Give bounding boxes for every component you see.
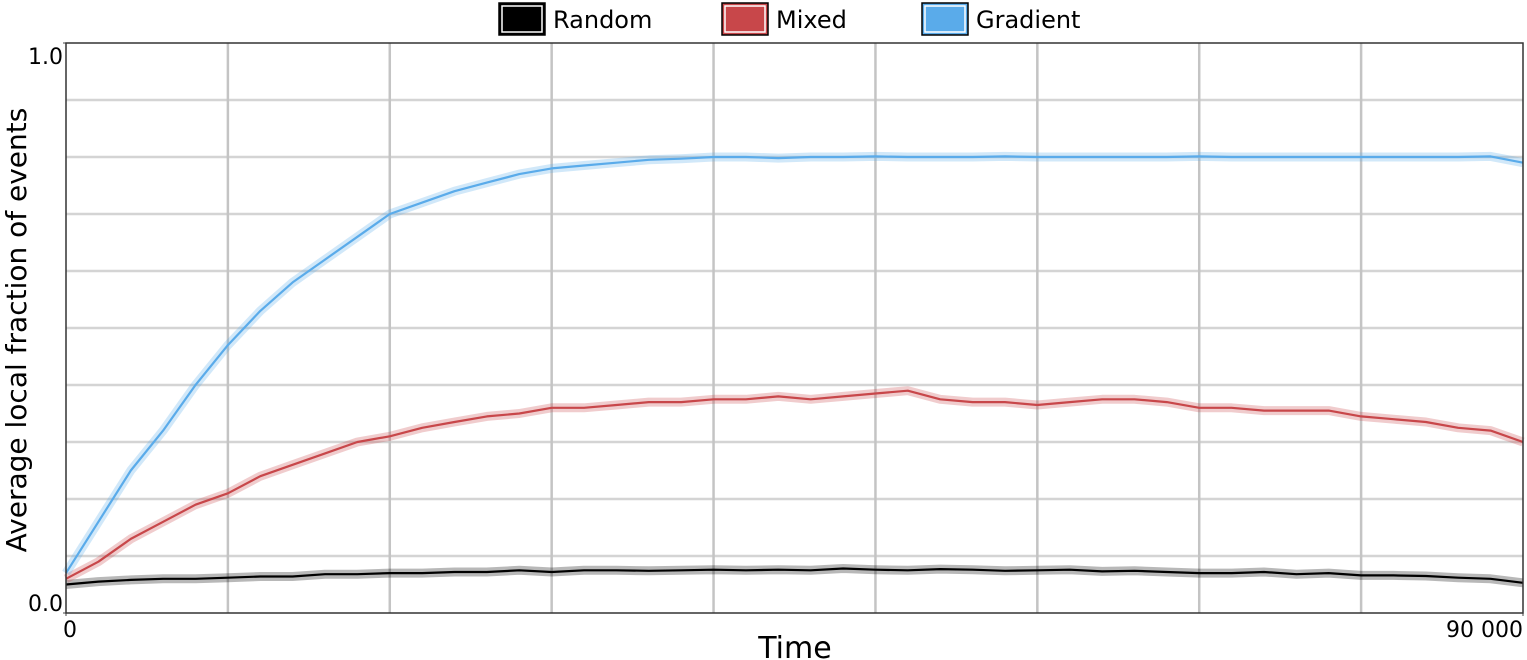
legend-label: Gradient [976,6,1080,34]
x-tick-label: 0 [63,618,77,643]
legend-swatch-inner [724,5,766,33]
x-axis-label: Time [757,631,831,660]
plot-border [65,42,1524,614]
legend-swatch-inner [501,5,543,33]
legend-swatch [498,2,546,36]
line [65,155,1524,574]
y-axis-label: Average local fraction of events [0,108,33,553]
y-tick-label: 0.0 [28,592,63,617]
x-tick-label: 90 000 [1446,618,1523,643]
legend-swatch-inner [924,5,966,33]
y-tick-label: 1.0 [28,45,63,70]
legend-swatch [721,2,769,36]
legend-label: Random [553,6,652,34]
line-band [63,386,1525,583]
legend-swatch [921,2,969,36]
line [65,389,1524,580]
legend-label: Mixed [776,6,847,34]
line-band [62,151,1524,576]
line [65,567,1524,586]
